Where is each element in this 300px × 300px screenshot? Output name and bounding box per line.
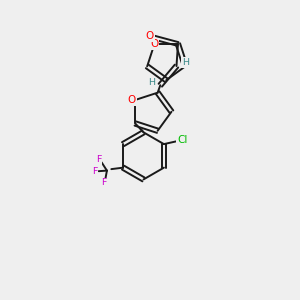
Text: O: O (146, 31, 154, 41)
Text: F: F (96, 155, 101, 164)
Text: F: F (92, 167, 97, 176)
Text: O: O (128, 95, 136, 105)
Text: F: F (101, 178, 107, 188)
Text: O: O (150, 39, 159, 49)
Text: Cl: Cl (177, 135, 188, 145)
Text: H: H (148, 78, 155, 87)
Text: H: H (182, 58, 189, 67)
